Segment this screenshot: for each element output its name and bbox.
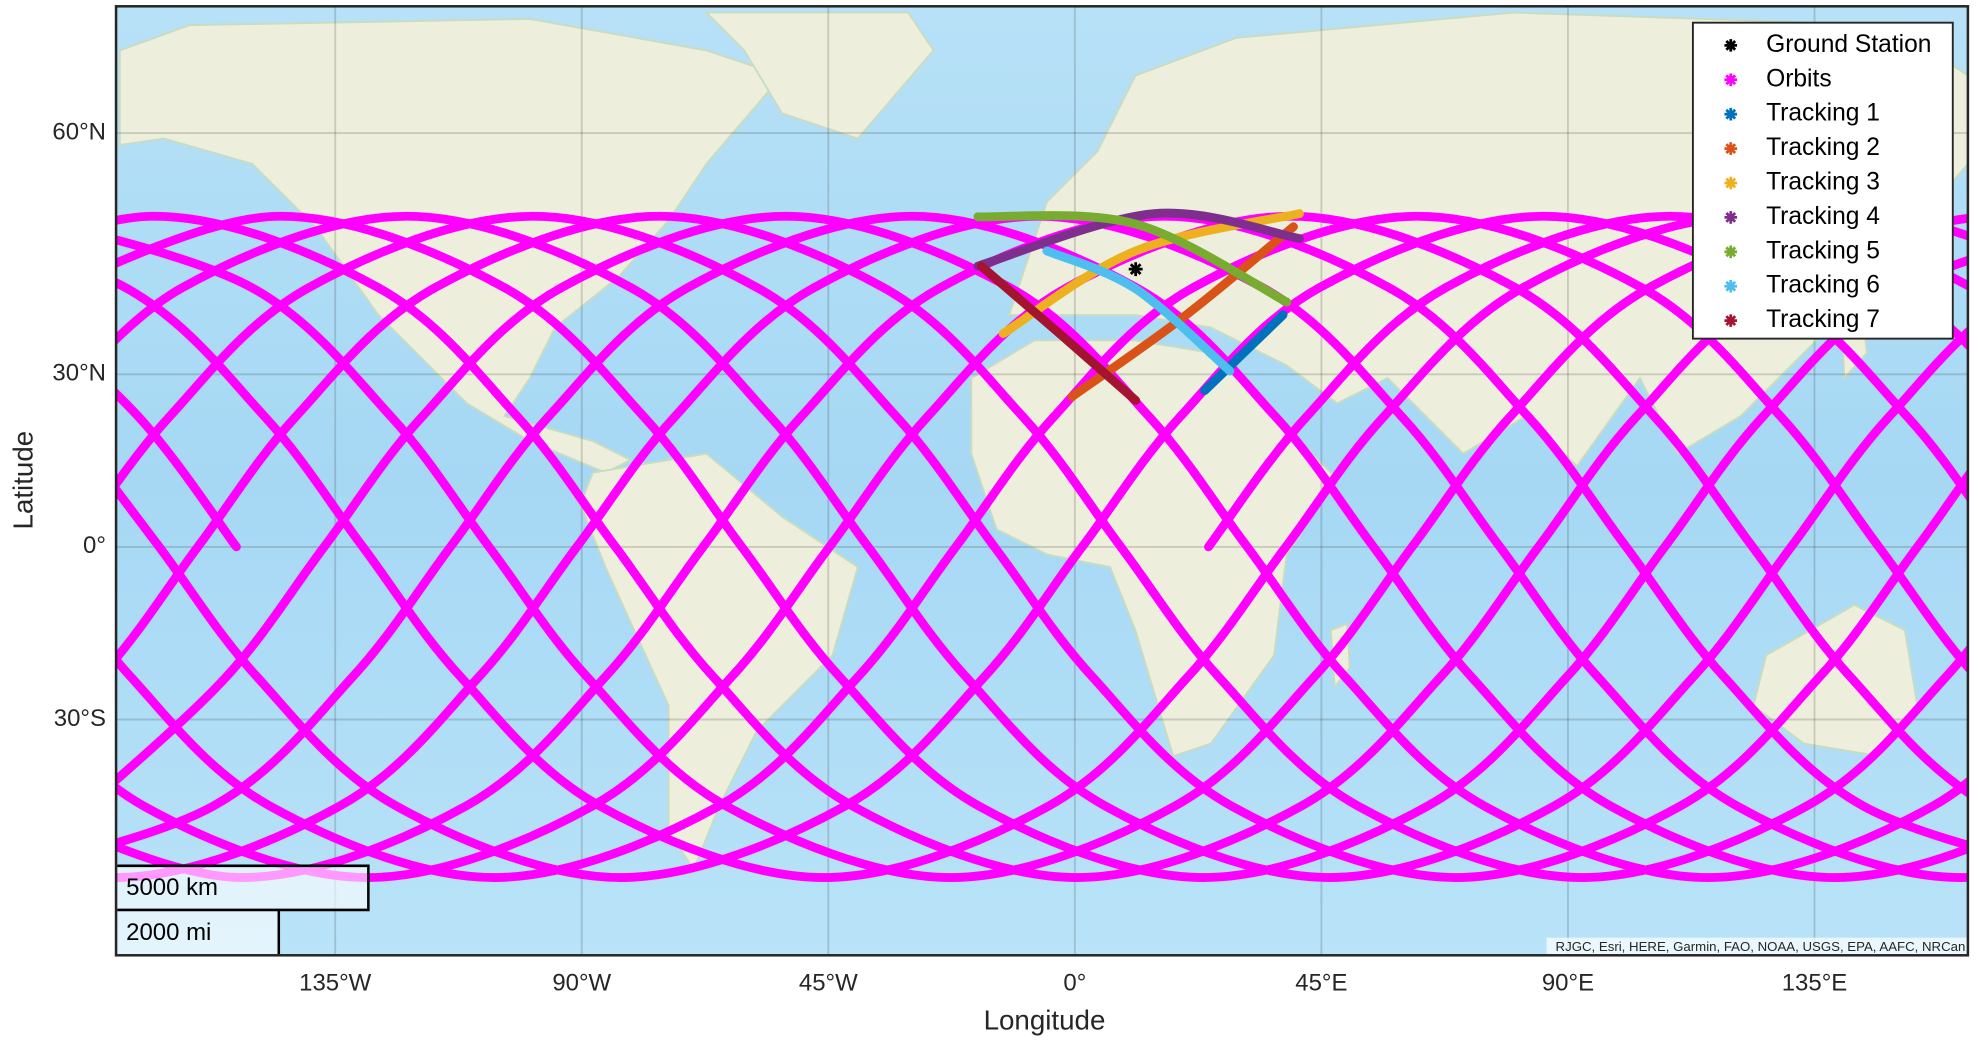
legend-marker [1724, 314, 1737, 327]
legend-label: Tracking 3 [1766, 169, 1880, 196]
x-tick-label: 135°W [299, 970, 372, 997]
legend-label: Tracking 2 [1766, 134, 1880, 161]
x-tick-label: 90°E [1542, 970, 1594, 997]
legend-marker [1724, 211, 1737, 224]
x-tick-label: 0° [1063, 970, 1086, 997]
legend-marker [1724, 108, 1737, 121]
legend-marker [1724, 177, 1737, 190]
legend-label: Tracking 4 [1766, 203, 1880, 230]
legend-marker [1724, 280, 1737, 293]
scale-label: 5000 km [126, 874, 218, 901]
legend-marker [1724, 39, 1737, 52]
legend-label: Tracking 7 [1766, 306, 1880, 333]
legend-label: Ground Station [1766, 31, 1931, 58]
legend-label: Tracking 6 [1766, 272, 1880, 299]
legend-label: Orbits [1766, 65, 1832, 92]
chart: 5000 km 2000 mi RJGC, Esri, HERE, Garmin… [0, 0, 1978, 1041]
y-tick-label: 0° [83, 532, 106, 559]
y-tick-label: 60°N [52, 118, 106, 145]
x-tick-label: 135°E [1782, 970, 1848, 997]
legend: Ground Station Orbits Tracking 1 Tracking 2… [1693, 23, 1953, 339]
attribution: RJGC, Esri, HERE, Garmin, FAO, NOAA, USG… [1556, 939, 1966, 954]
y-tick-label: 30°N [52, 360, 106, 387]
legend-marker [1724, 142, 1737, 155]
legend-label: Tracking 5 [1766, 237, 1880, 264]
legend-label: Tracking 1 [1766, 100, 1880, 127]
scale-label: 2000 mi [126, 919, 211, 946]
legend-marker [1724, 246, 1737, 259]
y-axis-label: Latitude [8, 431, 39, 530]
x-axis-label: Longitude [984, 1004, 1106, 1035]
x-tick-label: 90°W [552, 970, 611, 997]
x-tick-label: 45°E [1295, 970, 1347, 997]
y-tick-label: 30°S [54, 705, 106, 732]
x-tick-label: 45°W [799, 970, 858, 997]
